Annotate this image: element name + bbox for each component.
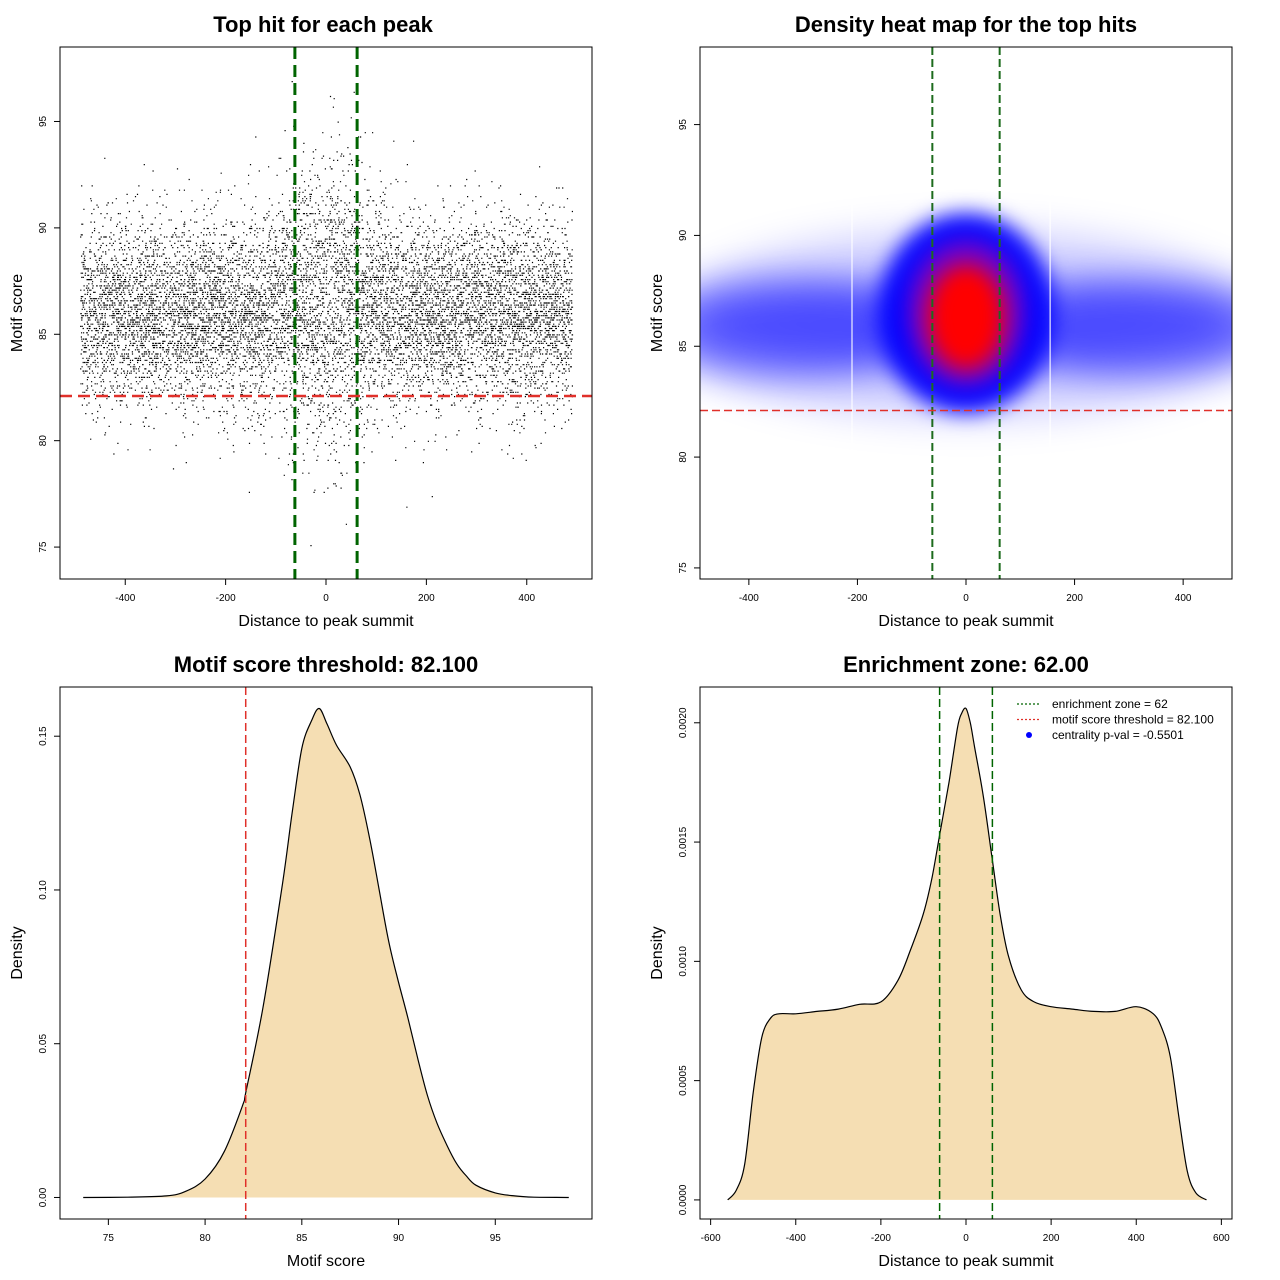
y-tick-label: 90 [678, 229, 689, 241]
density-field [700, 124, 1232, 458]
x-tick-label: 600 [1213, 1233, 1230, 1244]
chart-title: Top hit for each peak [213, 12, 433, 37]
x-axis-label: Distance to peak summit [238, 613, 414, 630]
legend: enrichment zone = 62 motif score threshol… [1017, 697, 1214, 742]
x-tick-label: 80 [200, 1233, 212, 1244]
y-axis-label: Density [649, 926, 666, 979]
y-tick-label: 85 [38, 328, 49, 340]
x-tick-label: -600 [701, 1233, 721, 1244]
x-tick-label: -200 [871, 1233, 891, 1244]
chart-title: Density heat map for the top hits [795, 12, 1137, 37]
x-tick-label: -200 [847, 593, 867, 604]
axes: 75 80 85 90 95 0.00 0.05 0.10 0.15 [38, 726, 501, 1244]
y-tick-label: 75 [38, 541, 49, 553]
x-tick-label: -400 [739, 593, 759, 604]
y-tick-label: 90 [38, 222, 49, 234]
y-tick-label: 0.0005 [678, 1065, 689, 1096]
axes: -400 -200 0 200 400 75 80 85 90 95 [38, 115, 536, 604]
score-density-panel: Motif score threshold: 82.100 Motif scor… [9, 652, 593, 1270]
y-axis-label: Motif score [649, 274, 666, 352]
y-tick-label: 80 [38, 435, 49, 447]
x-tick-label: 200 [1066, 593, 1083, 604]
density-core-red [928, 265, 1004, 369]
legend-marker [1026, 732, 1032, 738]
y-tick-label: 95 [678, 119, 689, 131]
chart-title: Enrichment zone: 62.00 [843, 652, 1089, 677]
y-tick-label: 0.0015 [678, 826, 689, 857]
density-curve [83, 707, 569, 1199]
distance-density-panel: Enrichment zone: 62.00 Distance to peak … [649, 652, 1233, 1270]
x-tick-label: 200 [1043, 1233, 1060, 1244]
chart-title: Motif score threshold: 82.100 [174, 652, 478, 677]
y-tick-label: 0.15 [38, 726, 49, 746]
axes: -600 -400 -200 0 200 400 600 0.0000 0.0005 0.0010… [678, 707, 1230, 1244]
y-tick-label: 0.05 [38, 1034, 49, 1054]
x-tick-label: 95 [490, 1233, 502, 1244]
x-axis-label: Distance to peak summit [878, 613, 1054, 630]
legend-entry: motif score threshold = 82.100 [1052, 713, 1214, 727]
density-area [83, 708, 569, 1198]
x-tick-label: 400 [1128, 1233, 1145, 1244]
x-tick-label: 400 [1175, 593, 1192, 604]
x-tick-label: 75 [103, 1233, 115, 1244]
plot-frame [59, 46, 593, 580]
y-tick-label: 0.10 [38, 880, 49, 900]
y-tick-label: 0.0020 [678, 707, 689, 738]
x-tick-label: -400 [786, 1233, 806, 1244]
x-tick-label: 400 [518, 593, 535, 604]
y-tick-label: 95 [38, 115, 49, 127]
y-axis-label: Motif score [9, 274, 26, 352]
x-axis-label: Motif score [287, 1253, 365, 1270]
scatter-panel: Top hit for each peak Distance to peak s… [9, 12, 593, 630]
y-tick-label: 0.0010 [678, 946, 689, 977]
legend-entry: enrichment zone = 62 [1052, 697, 1168, 711]
x-tick-label: 85 [296, 1233, 308, 1244]
x-tick-label: 0 [963, 1233, 969, 1244]
y-tick-label: 0.0000 [678, 1184, 689, 1215]
x-tick-label: 0 [323, 593, 329, 604]
axes: -400 -200 0 200 400 75 80 85 90 95 [678, 119, 1192, 604]
y-tick-label: 80 [678, 451, 689, 463]
y-tick-label: 75 [678, 562, 689, 574]
x-tick-label: -400 [115, 593, 135, 604]
x-tick-label: 200 [418, 593, 435, 604]
density-area [727, 708, 1207, 1200]
scatter-points [80, 81, 574, 547]
y-tick-label: 0.00 [38, 1187, 49, 1207]
x-tick-label: -200 [216, 593, 236, 604]
heatmap-panel: Density heat map for the top hits Distan… [649, 12, 1233, 630]
x-tick-label: 0 [963, 593, 969, 604]
density-curve [727, 707, 1207, 1201]
x-tick-label: 90 [393, 1233, 405, 1244]
y-axis-label: Density [9, 926, 26, 979]
y-tick-label: 85 [678, 340, 689, 352]
legend-entry: centrality p-val = -0.5501 [1052, 728, 1184, 742]
plot-frame [59, 686, 593, 1220]
x-axis-label: Distance to peak summit [878, 1253, 1054, 1270]
